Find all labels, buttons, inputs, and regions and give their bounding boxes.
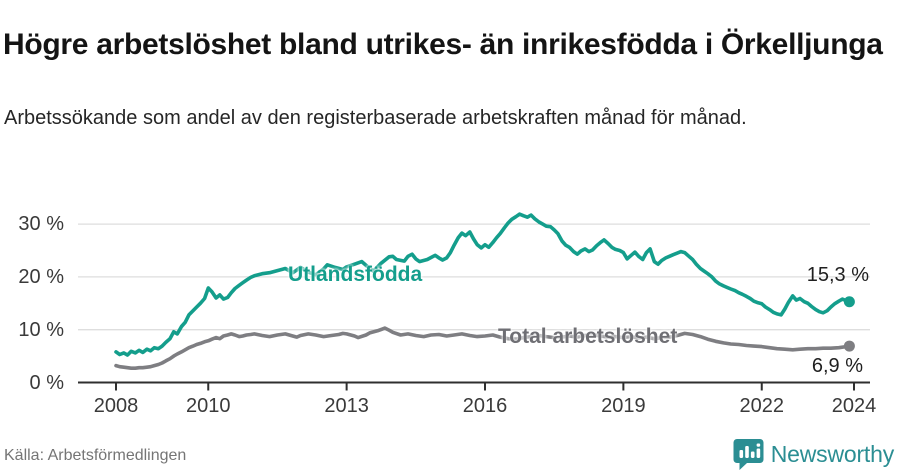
x-axis-label: 2013 [324,395,369,417]
newsworthy-wordmark: Newsworthy [770,441,894,467]
x-axis-label: 2024 [831,395,877,417]
chart-subtitle: Arbetssökande som andel av den registerb… [4,107,747,129]
newsworthy-logo: Newsworthy [733,438,894,471]
source-note: Källa: Arbetsförmedlingen [4,447,187,464]
x-axis-label: 2022 [739,395,785,417]
end-value-total: 6,9 % [811,355,863,377]
series-label-total-arbetsloshet: Total arbetslöshet [498,325,678,348]
x-axis-label: 2016 [462,395,508,417]
y-axis-label: 20 % [18,265,64,288]
y-axis-label: 30 % [18,213,64,236]
y-axis-label: 10 % [18,318,64,341]
series-label-utlandsfodda: Utlandsfödda [288,263,423,286]
newsworthy-chart-bubble-icon [733,439,764,470]
x-axis-label: 2010 [186,395,231,417]
x-axis-label: 2008 [93,395,139,417]
x-axis-label: 2019 [601,395,646,417]
page-title: Högre arbetslöshet bland utrikes- än inr… [3,28,883,62]
end-value-utlandsfodda: 15,3 % [806,264,869,286]
y-axis-label: 0 % [29,371,64,394]
